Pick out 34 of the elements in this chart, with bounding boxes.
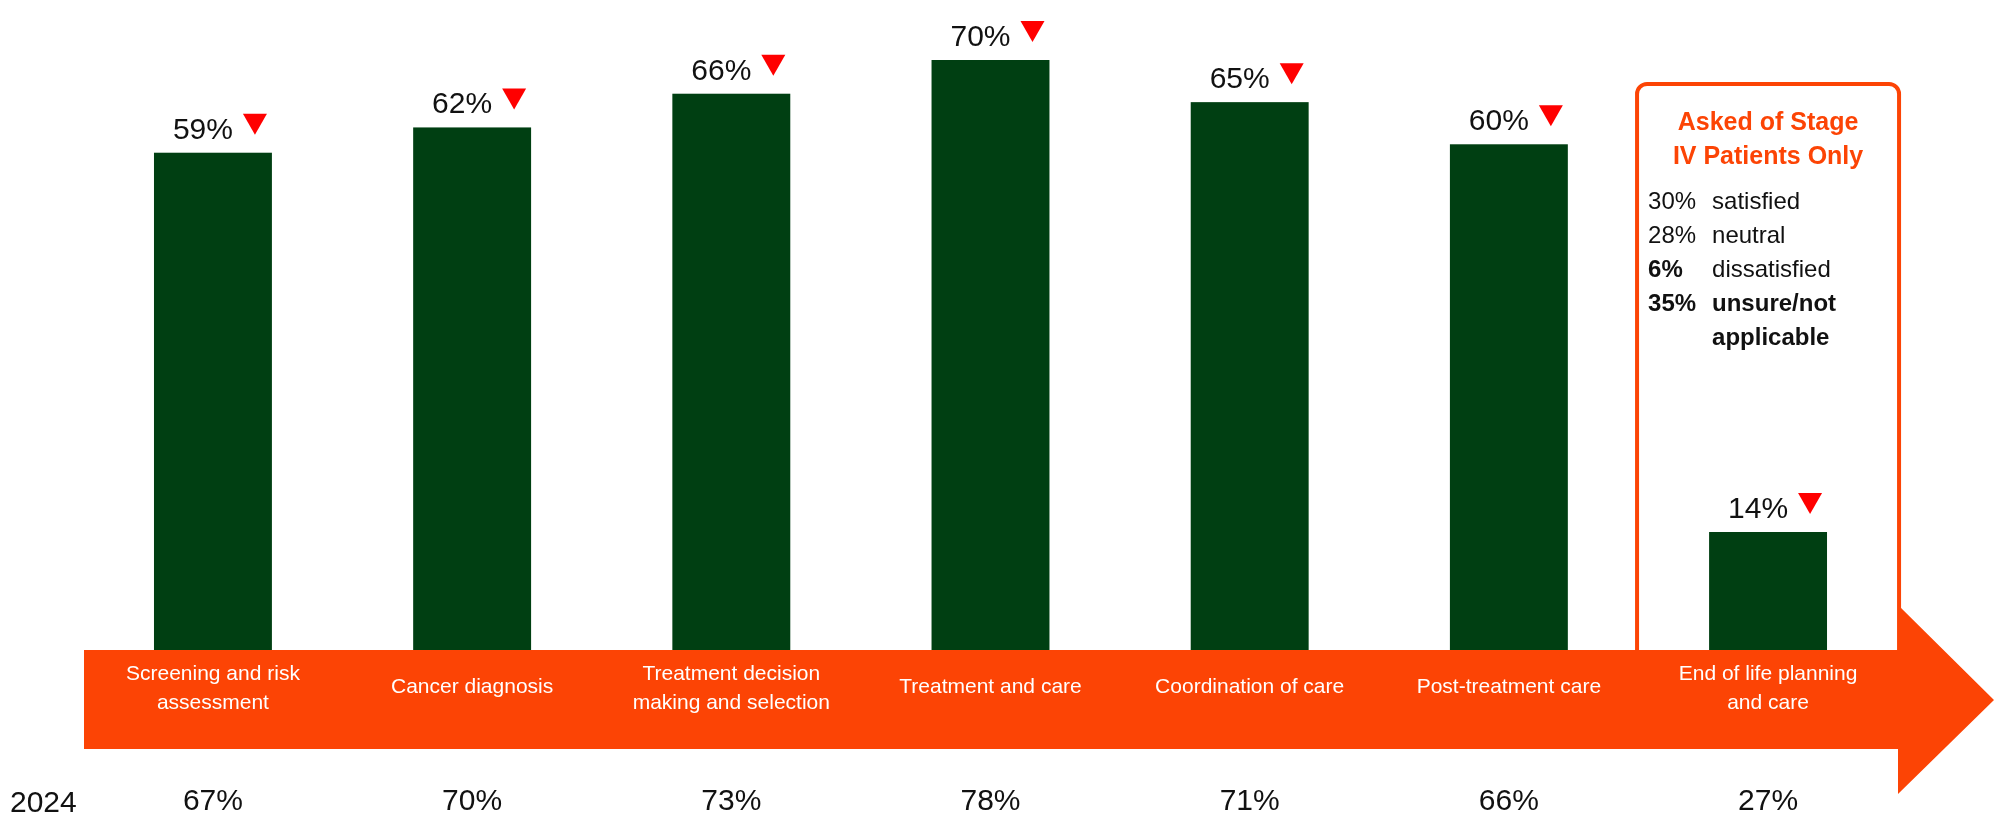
data-label: 65% xyxy=(1209,61,1270,95)
annotation: 28% neutral xyxy=(1648,221,1786,248)
bar xyxy=(672,93,791,650)
text: 2024 xyxy=(10,785,77,818)
text: 66% xyxy=(1478,783,1539,816)
x-tick-label: Screening and risk assessment xyxy=(125,661,301,713)
x-tick-label: Treatment and care xyxy=(899,674,1082,697)
bar xyxy=(1449,144,1568,650)
x-tick-label: Coordination of care xyxy=(1155,674,1345,697)
text: 73% xyxy=(701,783,762,816)
data-label: 60% xyxy=(1468,103,1529,137)
bar xyxy=(153,152,272,650)
text: 78% xyxy=(960,783,1021,816)
text: 71% xyxy=(1219,783,1280,816)
data-label: 62% xyxy=(432,86,493,120)
text: 67% xyxy=(182,783,243,816)
bar xyxy=(931,60,1050,650)
text: 27% xyxy=(1738,783,1799,816)
data-label: 66% xyxy=(691,52,752,86)
x-tick-label: Treatment decision making and selection xyxy=(632,661,830,713)
bar xyxy=(1190,102,1309,650)
text: 6% dissatisfied xyxy=(1648,255,1831,282)
bar xyxy=(413,127,532,650)
annotation: 30% satisfied xyxy=(1648,187,1801,214)
data-label: 14% xyxy=(1728,491,1789,524)
x-tick-label: End of life planning and care xyxy=(1678,661,1858,713)
annotation: Asked of Stage IV Patients Only xyxy=(1672,107,1864,169)
bar xyxy=(1709,532,1828,650)
x-tick-label: Cancer diagnosis xyxy=(391,674,554,697)
annotation: 35% unsure/not applicable xyxy=(1648,289,1837,350)
data-label: 70% xyxy=(950,19,1011,52)
text: 70% xyxy=(442,783,503,816)
data-label: 59% xyxy=(172,111,233,145)
x-tick-label: Post-treatment care xyxy=(1416,674,1602,697)
